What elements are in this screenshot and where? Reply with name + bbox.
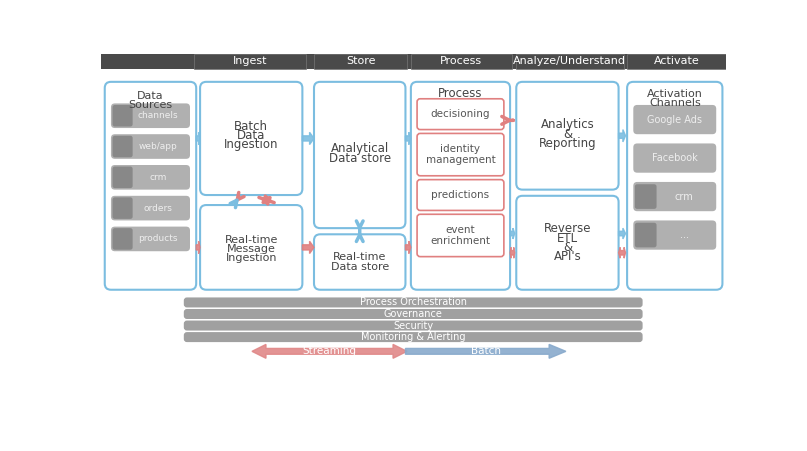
Text: event
enrichment: event enrichment [430, 225, 491, 246]
Text: Analytics: Analytics [541, 119, 594, 131]
FancyBboxPatch shape [635, 184, 657, 209]
Text: identity
management: identity management [425, 144, 495, 166]
Polygon shape [196, 241, 200, 253]
FancyBboxPatch shape [411, 82, 510, 290]
Text: Monitoring & Alerting: Monitoring & Alerting [361, 332, 466, 342]
FancyBboxPatch shape [184, 309, 642, 319]
FancyBboxPatch shape [112, 198, 132, 219]
FancyBboxPatch shape [633, 182, 717, 211]
Text: Google Ads: Google Ads [647, 115, 702, 124]
FancyBboxPatch shape [633, 221, 717, 250]
Bar [194, 54, 306, 69]
Text: channels: channels [138, 111, 178, 120]
FancyBboxPatch shape [112, 228, 132, 250]
Bar [411, 54, 512, 69]
Text: Ingestion: Ingestion [224, 138, 278, 151]
Text: Sources: Sources [128, 100, 173, 110]
FancyBboxPatch shape [314, 82, 405, 228]
Polygon shape [196, 132, 200, 145]
Bar [314, 54, 407, 69]
Polygon shape [405, 132, 411, 145]
Polygon shape [619, 248, 625, 258]
FancyBboxPatch shape [112, 136, 132, 157]
Text: &: & [562, 241, 572, 254]
Text: decisioning: decisioning [431, 109, 490, 119]
Text: Batch: Batch [470, 346, 500, 356]
Text: Activation: Activation [647, 89, 703, 99]
Text: products: products [139, 235, 178, 244]
Text: Channels: Channels [649, 98, 700, 108]
Text: Data store: Data store [331, 262, 389, 272]
Text: Data: Data [137, 91, 164, 101]
Text: Process Orchestration: Process Orchestration [360, 298, 466, 308]
Polygon shape [510, 228, 515, 239]
Bar [101, 54, 726, 69]
Text: Security: Security [393, 321, 433, 331]
FancyBboxPatch shape [314, 235, 405, 290]
Text: Process: Process [438, 87, 483, 100]
FancyBboxPatch shape [417, 133, 504, 176]
Text: Streaming: Streaming [303, 346, 357, 356]
Polygon shape [619, 228, 625, 239]
Text: crm: crm [675, 192, 693, 202]
FancyBboxPatch shape [417, 179, 504, 211]
FancyBboxPatch shape [111, 226, 190, 251]
Text: Analytical: Analytical [331, 143, 389, 155]
FancyBboxPatch shape [516, 82, 619, 189]
Polygon shape [303, 132, 314, 145]
Text: Store: Store [345, 56, 375, 66]
Text: Data store: Data store [328, 152, 391, 165]
Text: Message: Message [227, 244, 276, 254]
Polygon shape [405, 241, 411, 253]
FancyBboxPatch shape [111, 196, 190, 221]
FancyBboxPatch shape [200, 82, 303, 195]
FancyBboxPatch shape [184, 298, 642, 308]
FancyBboxPatch shape [200, 205, 303, 290]
Text: ETL: ETL [557, 232, 578, 244]
Polygon shape [619, 129, 625, 142]
Text: API's: API's [554, 250, 581, 263]
FancyBboxPatch shape [635, 223, 657, 248]
Text: Analyze/Understand: Analyze/Understand [513, 56, 626, 66]
Text: predictions: predictions [432, 190, 490, 200]
Text: Process: Process [440, 56, 483, 66]
Text: Ingest: Ingest [232, 56, 267, 66]
Text: Real-time: Real-time [333, 253, 387, 262]
Text: Real-time: Real-time [224, 235, 278, 245]
FancyBboxPatch shape [627, 82, 722, 290]
FancyBboxPatch shape [417, 99, 504, 129]
Bar [516, 54, 624, 69]
FancyBboxPatch shape [417, 214, 504, 257]
FancyBboxPatch shape [111, 103, 190, 128]
FancyBboxPatch shape [105, 82, 196, 290]
FancyBboxPatch shape [112, 166, 132, 188]
Bar [627, 54, 726, 69]
FancyBboxPatch shape [184, 321, 642, 331]
Text: web/app: web/app [139, 142, 178, 151]
Text: Facebook: Facebook [652, 153, 697, 163]
Text: &: & [562, 128, 572, 141]
Text: Reverse: Reverse [544, 222, 592, 235]
Text: orders: orders [144, 203, 173, 212]
Text: ...: ... [679, 230, 688, 240]
FancyBboxPatch shape [633, 105, 717, 134]
FancyBboxPatch shape [633, 143, 717, 173]
Text: Governance: Governance [384, 309, 442, 319]
FancyBboxPatch shape [516, 196, 619, 290]
Text: Ingestion: Ingestion [225, 253, 277, 263]
FancyBboxPatch shape [112, 105, 132, 126]
Polygon shape [405, 345, 566, 358]
Polygon shape [510, 248, 515, 258]
Text: crm: crm [149, 173, 167, 182]
FancyBboxPatch shape [111, 165, 190, 189]
Text: Reporting: Reporting [538, 137, 596, 150]
Text: Batch: Batch [234, 120, 268, 133]
Polygon shape [252, 345, 407, 358]
FancyBboxPatch shape [184, 332, 642, 342]
FancyBboxPatch shape [111, 134, 190, 159]
Polygon shape [303, 241, 314, 253]
Text: Activate: Activate [654, 56, 700, 66]
Text: Data: Data [237, 129, 266, 142]
